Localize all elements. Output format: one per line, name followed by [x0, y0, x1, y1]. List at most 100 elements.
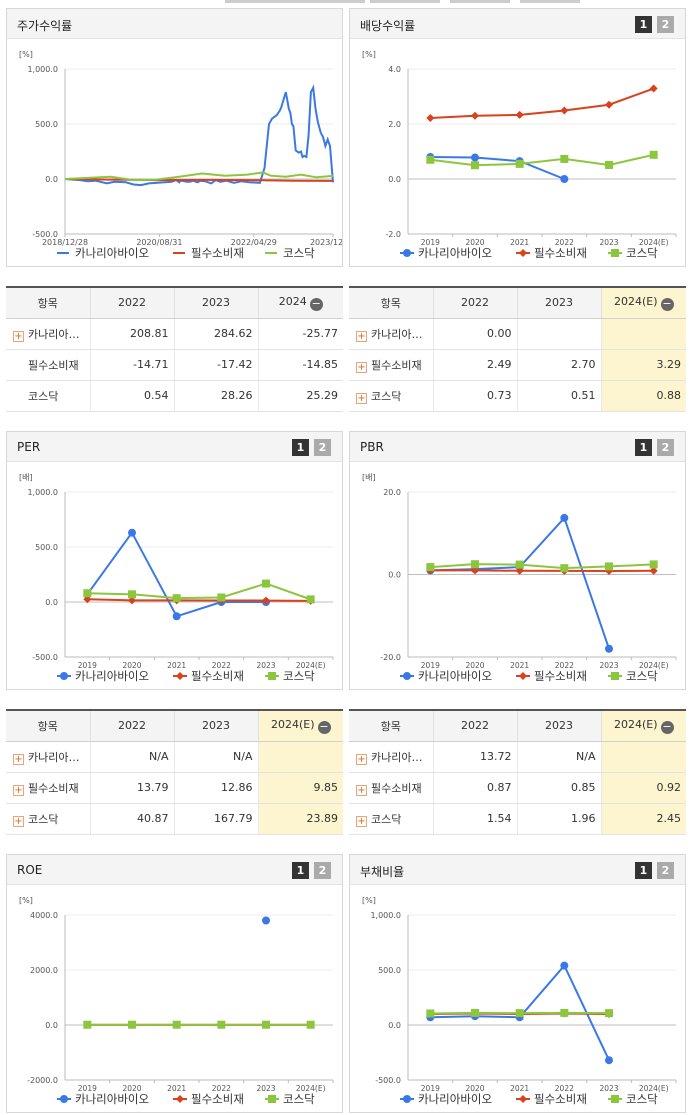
view-2-button[interactable]: 2: [314, 862, 331, 879]
table-header-row: 항목 2022 2023 2024−: [6, 287, 343, 319]
x-tick-label: 2020: [465, 661, 484, 670]
col-header: 항목: [349, 287, 433, 319]
data-point: [515, 159, 524, 168]
expand-plus-icon[interactable]: +: [356, 784, 367, 796]
data-point: [471, 161, 479, 170]
col-header-2024: 2024−: [257, 287, 343, 319]
data-point: [515, 560, 524, 569]
panel-title: ROE: [17, 863, 43, 877]
series-line: [430, 87, 655, 119]
row-label-cell: + 카나리아…: [6, 741, 90, 773]
dividend-table: 항목 2022 2023 2024(E) − + 카나리아… 0.00 + 필수소비재 2.…: [349, 286, 686, 412]
view-2-button[interactable]: 2: [657, 862, 674, 879]
pbr-table: 항목 2022 2023 2024(E) − + 카나리아… 13.72 N/A + 필수소…: [349, 709, 686, 835]
data-point: [560, 175, 569, 183]
row-label-cell: 코스닥: [6, 380, 90, 412]
series-line: [430, 515, 610, 650]
value-cell: 12.86: [173, 772, 258, 804]
collapse-icon[interactable]: −: [317, 719, 331, 734]
data-point: [426, 155, 435, 164]
series-line: [64, 171, 334, 182]
data-point: [471, 566, 479, 575]
per-table: 항목 2022 2023 2024(E) − + 카나리아… N/A N/A + 필수소비재…: [6, 709, 343, 835]
value-cell: 167.79: [173, 803, 258, 835]
collapse-icon[interactable]: −: [660, 719, 674, 734]
data-point: [611, 672, 619, 680]
col-header-label: 2024(E): [613, 717, 658, 731]
legend-label: 코스닥: [626, 1092, 658, 1106]
x-tick-label: 2020: [465, 1084, 484, 1093]
returns-table: 항목 2022 2023 2024− + 카나리아… 208.81 284.62 -25…: [6, 286, 343, 412]
data-point: [519, 249, 527, 257]
x-tick-label: 2019: [421, 1084, 440, 1093]
expand-plus-icon[interactable]: +: [13, 753, 24, 765]
data-point: [560, 564, 569, 573]
expand-plus-icon[interactable]: +: [356, 815, 367, 827]
debt-chart: [%] 1,000.0 500.0 0.0 -500.0 2019 2020 2021 2022…: [362, 896, 677, 1106]
legend-label: 필수소비재: [534, 669, 587, 683]
data-point: [515, 566, 524, 575]
data-point: [605, 100, 613, 109]
legend-label: 필수소비재: [191, 246, 244, 260]
panel-header: ROE 1 2: [7, 855, 342, 885]
view-1-button[interactable]: 1: [635, 862, 652, 879]
legend-label: 코스닥: [283, 669, 315, 683]
data-point: [176, 1095, 184, 1103]
view-2-button[interactable]: 2: [657, 439, 674, 456]
top-tab[interactable]: [520, 0, 580, 3]
data-point: [268, 1095, 276, 1103]
col-header-estimate: 2024(E) −: [600, 287, 686, 319]
legend-label: 코스닥: [283, 1092, 315, 1106]
view-2-button[interactable]: 2: [657, 16, 674, 33]
top-tab[interactable]: [370, 0, 440, 3]
collapse-icon[interactable]: −: [660, 296, 674, 311]
y-axis-unit: [%]: [19, 50, 33, 59]
col-header: 2022: [432, 710, 517, 742]
x-tick-label: 2022/04/29: [231, 238, 277, 247]
row-label: 필수소비재: [371, 358, 422, 372]
view-2-button[interactable]: 2: [314, 439, 331, 456]
expand-plus-icon[interactable]: +: [13, 784, 24, 796]
col-header: 2023: [173, 710, 258, 742]
table-row: + 카나리아… 13.72 N/A: [349, 741, 686, 773]
data-point: [262, 1020, 270, 1029]
view-1-button[interactable]: 1: [635, 16, 652, 33]
value-cell: -14.85: [257, 349, 343, 381]
expand-plus-icon[interactable]: +: [356, 753, 367, 765]
legend-label: 필수소비재: [534, 246, 587, 260]
data-point: [128, 596, 136, 605]
table-header-row: 항목 2022 2023 2024(E) −: [349, 710, 686, 742]
data-point: [560, 154, 569, 163]
col-header: 항목: [6, 287, 90, 319]
data-point: [426, 113, 435, 122]
col-header-label: 2024: [278, 294, 307, 308]
view-1-button[interactable]: 1: [635, 439, 652, 456]
table-row: 코스닥 0.54 28.26 25.29: [6, 380, 343, 412]
view-1-button[interactable]: 1: [292, 862, 309, 879]
data-point: [426, 563, 435, 572]
expand-plus-icon[interactable]: +: [13, 815, 24, 827]
data-point: [217, 593, 226, 602]
data-point: [172, 612, 181, 621]
x-tick-label: 2021: [510, 661, 529, 670]
y-tick-label: 4000.0: [30, 911, 58, 920]
expand-plus-icon[interactable]: +: [356, 330, 367, 342]
data-point: [262, 596, 270, 605]
y-tick-label: 500.0: [378, 966, 401, 975]
data-point: [519, 1095, 527, 1103]
expand-plus-icon[interactable]: +: [13, 330, 24, 342]
y-tick-label: 20.0: [383, 488, 401, 497]
top-tab[interactable]: [450, 0, 510, 3]
value-cell: 13.79: [89, 772, 174, 804]
panel-header: 부채비율 1 2: [350, 855, 685, 885]
x-tick-label: 2021: [510, 1084, 529, 1093]
row-label: 코스닥: [28, 812, 59, 826]
view-1-button[interactable]: 1: [292, 439, 309, 456]
x-tick-label: 2022: [555, 238, 574, 247]
value-cell: 0.87: [432, 772, 517, 804]
top-tab[interactable]: [225, 0, 365, 3]
row-label-cell: + 카나리아…: [6, 318, 90, 350]
expand-plus-icon[interactable]: +: [356, 361, 367, 373]
expand-plus-icon[interactable]: +: [356, 392, 367, 404]
collapse-icon[interactable]: −: [309, 296, 323, 311]
